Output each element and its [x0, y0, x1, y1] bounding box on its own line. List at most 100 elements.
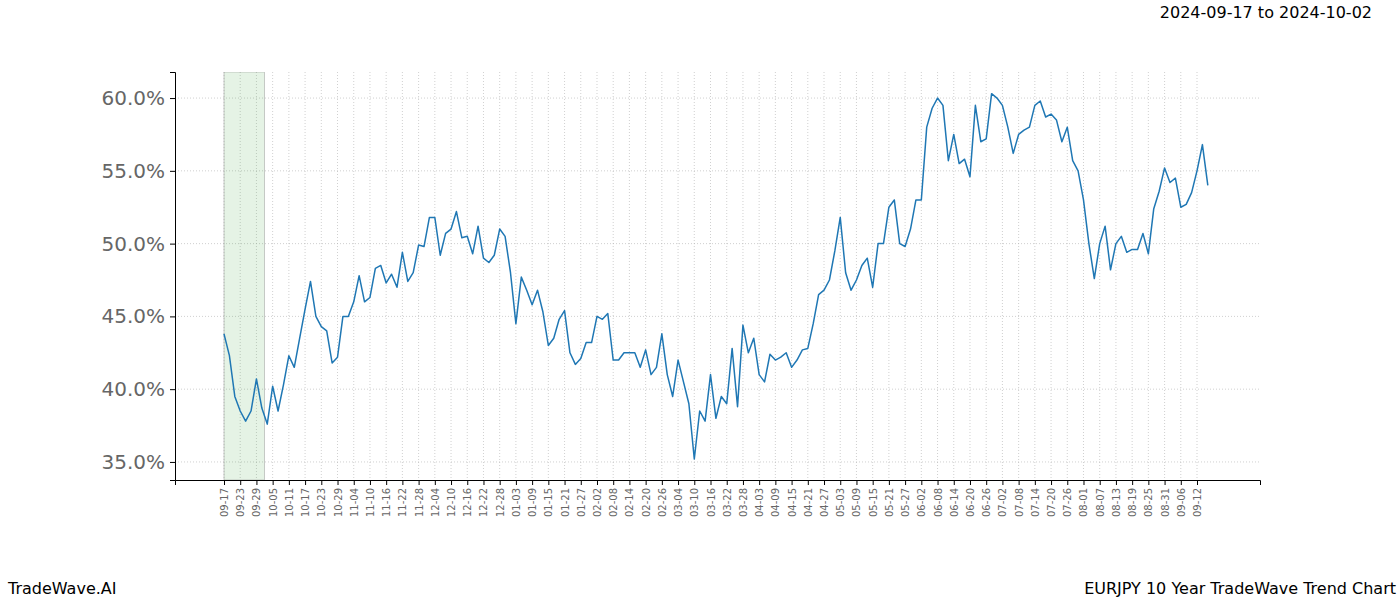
- x-tick-mark: [938, 480, 939, 485]
- x-tick-mark: [1197, 480, 1198, 485]
- x-tick-mark: [370, 480, 371, 485]
- grid-line-x: [1148, 72, 1149, 480]
- x-tick: 02-02: [592, 480, 603, 517]
- grid-line-x: [402, 72, 403, 480]
- y-tick: 60.0%: [101, 86, 175, 110]
- x-tick-label: 05-15: [868, 488, 879, 517]
- x-tick-label: 03-22: [722, 488, 733, 517]
- y-tick: 50.0%: [101, 232, 175, 256]
- grid-line-x: [580, 72, 581, 480]
- x-tick-label: 05-21: [884, 488, 895, 517]
- y-tick-label: 45.0%: [101, 304, 165, 328]
- x-tick: 09-29: [251, 480, 262, 517]
- grid-line-x: [953, 72, 954, 480]
- x-tick-label: 01-21: [560, 488, 571, 517]
- x-tick-label: 04-15: [787, 488, 798, 517]
- x-tick-label: 01-03: [511, 488, 522, 517]
- x-tick: 03-16: [706, 480, 717, 517]
- y-tick: 40.0%: [101, 377, 175, 401]
- grid-line-x: [1180, 72, 1181, 480]
- grid-line-x: [1002, 72, 1003, 480]
- x-tick-mark: [435, 480, 436, 485]
- y-tick-mark: [170, 316, 175, 317]
- footer-right: EURJPY 10 Year TradeWave Trend Chart: [1084, 579, 1396, 598]
- x-tick-label: 03-16: [706, 488, 717, 517]
- x-tick-mark: [1132, 480, 1133, 485]
- x-tick-label: 09-23: [235, 488, 246, 517]
- x-tick-label: 07-14: [1030, 488, 1041, 517]
- grid-line-x: [564, 72, 565, 480]
- x-tick: 07-26: [1062, 480, 1073, 517]
- x-tick-label: 06-14: [949, 488, 960, 517]
- x-tick-label: 03-10: [689, 488, 700, 517]
- x-tick-label: 11-04: [349, 488, 360, 517]
- x-tick-mark: [224, 480, 225, 485]
- x-tick: 12-16: [462, 480, 473, 517]
- y-tick-mark: [170, 389, 175, 390]
- x-tick-label: 01-15: [543, 488, 554, 517]
- y-axis-line: [170, 73, 176, 481]
- grid-line-y: [175, 98, 1260, 99]
- x-tick-label: 02-02: [592, 488, 603, 517]
- x-tick-label: 09-17: [219, 488, 230, 517]
- y-tick-mark: [170, 462, 175, 463]
- x-tick-label: 10-23: [316, 488, 327, 517]
- x-tick: 01-15: [543, 480, 554, 517]
- grid-line-x: [1132, 72, 1133, 480]
- x-tick: 06-08: [933, 480, 944, 517]
- x-tick: 09-12: [1192, 480, 1203, 517]
- grid-line-x: [434, 72, 435, 480]
- x-tick: 07-08: [1014, 480, 1025, 517]
- x-tick-label: 02-20: [641, 488, 652, 517]
- x-tick-mark: [451, 480, 452, 485]
- x-tick-label: 09-29: [251, 488, 262, 517]
- grid-line-x: [840, 72, 841, 480]
- grid-line-x: [1164, 72, 1165, 480]
- x-tick: 04-09: [770, 480, 781, 517]
- x-tick: 02-20: [641, 480, 652, 517]
- x-tick-label: 05-09: [851, 488, 862, 517]
- grid-line-x: [807, 72, 808, 480]
- x-tick-mark: [808, 480, 809, 485]
- y-tick-label: 40.0%: [101, 377, 165, 401]
- grid-line-x: [532, 72, 533, 480]
- y-tick-label: 60.0%: [101, 86, 165, 110]
- x-tick-mark: [629, 480, 630, 485]
- x-tick-label: 02-14: [624, 488, 635, 517]
- grid-line-x: [678, 72, 679, 480]
- x-tick: 05-15: [868, 480, 879, 517]
- x-tick-mark: [1067, 480, 1068, 485]
- grid-line-x: [1083, 72, 1084, 480]
- x-tick-mark: [678, 480, 679, 485]
- x-tick: 05-21: [884, 480, 895, 517]
- x-tick-mark: [386, 480, 387, 485]
- x-tick-mark: [321, 480, 322, 485]
- grid-line-x: [905, 72, 906, 480]
- grid-line-y: [175, 461, 1260, 462]
- y-tick: 55.0%: [101, 159, 175, 183]
- x-axis-line: [176, 481, 1261, 486]
- grid-line-x: [1115, 72, 1116, 480]
- x-tick-mark: [240, 480, 241, 485]
- x-tick-label: 08-25: [1143, 488, 1154, 517]
- x-tick: 11-28: [414, 480, 425, 517]
- x-tick-label: 10-05: [268, 488, 279, 517]
- x-tick-label: 03-04: [673, 488, 684, 517]
- grid-line-x: [483, 72, 484, 480]
- x-tick-mark: [256, 480, 257, 485]
- x-tick: 08-25: [1143, 480, 1154, 517]
- x-tick-label: 06-26: [981, 488, 992, 517]
- grid-line-x: [645, 72, 646, 480]
- x-tick: 09-06: [1176, 480, 1187, 517]
- x-tick-mark: [711, 480, 712, 485]
- x-tick: 08-07: [1095, 480, 1106, 517]
- grid-line-x: [369, 72, 370, 480]
- x-tick-mark: [1002, 480, 1003, 485]
- x-tick: 01-09: [527, 480, 538, 517]
- x-tick-label: 12-10: [446, 488, 457, 517]
- x-tick: 11-04: [349, 480, 360, 517]
- x-tick-mark: [613, 480, 614, 485]
- x-tick-label: 08-07: [1095, 488, 1106, 517]
- x-tick-mark: [824, 480, 825, 485]
- grid-line-x: [467, 72, 468, 480]
